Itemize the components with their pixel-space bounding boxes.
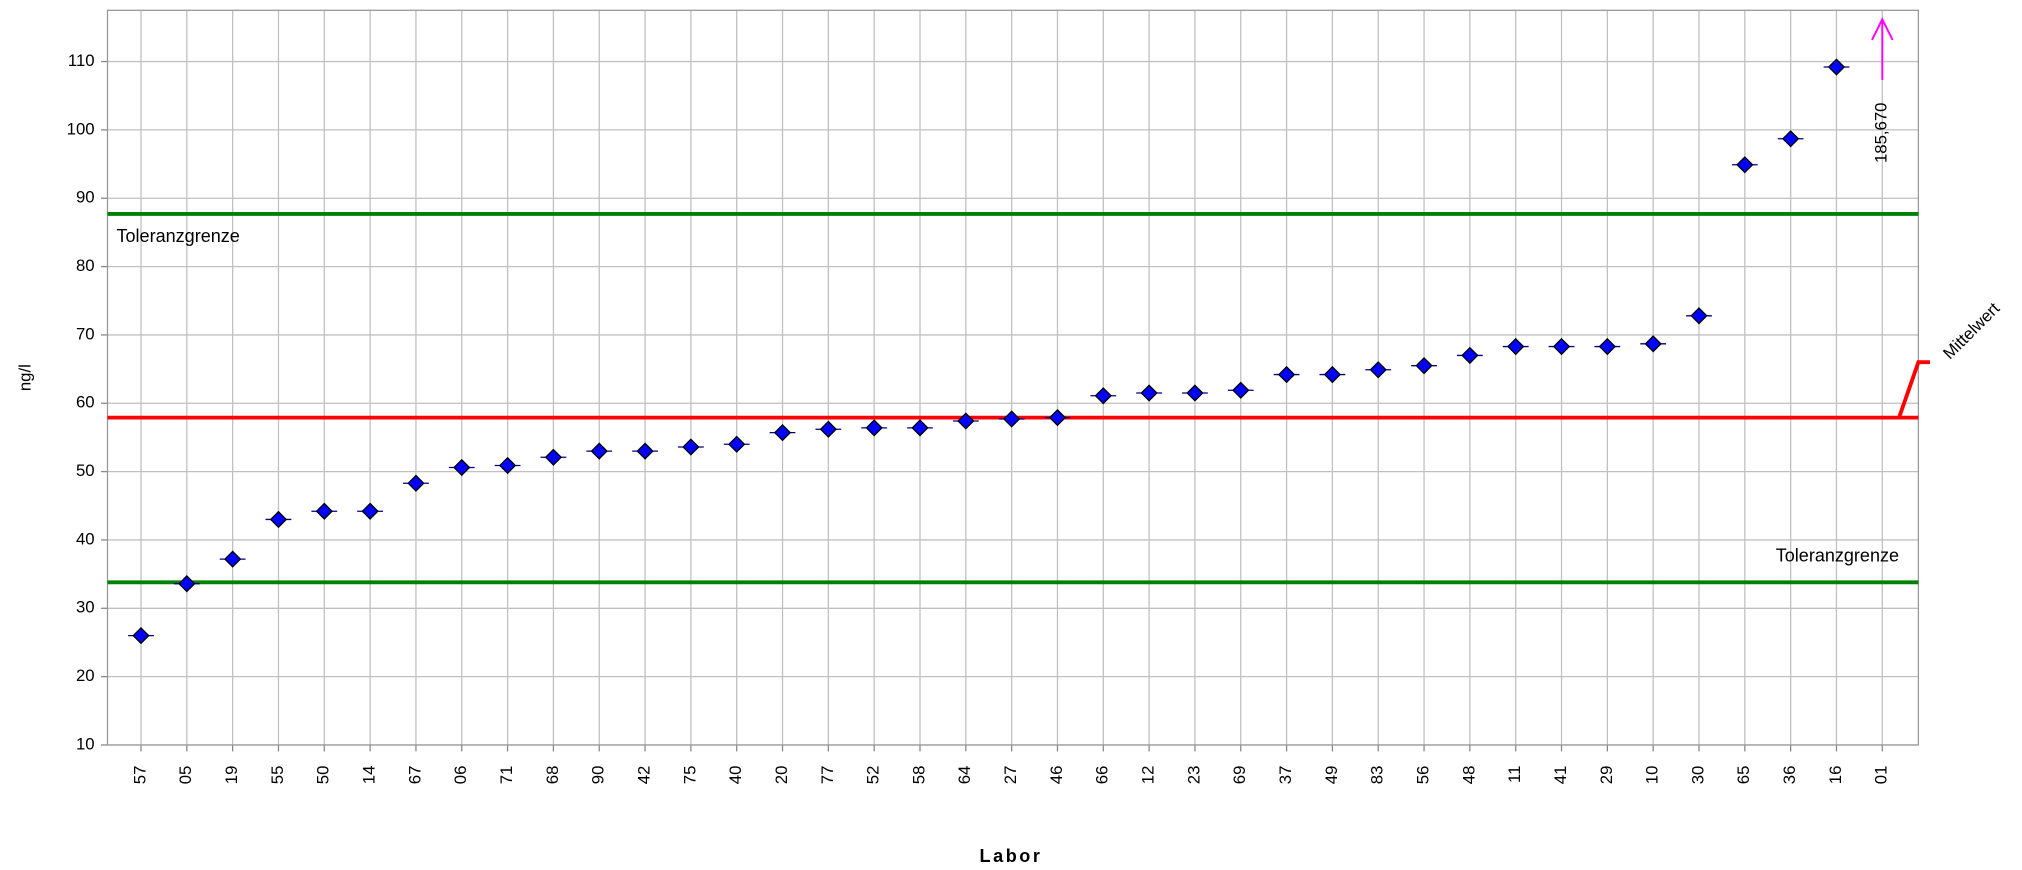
x-tick-label: 57 bbox=[130, 766, 149, 785]
data-point bbox=[1827, 58, 1846, 76]
x-tick-label: 41 bbox=[1551, 766, 1570, 785]
data-point bbox=[178, 575, 196, 593]
y-tick-label: 100 bbox=[67, 119, 95, 138]
y-tick-label: 20 bbox=[76, 666, 95, 685]
data-point bbox=[1507, 337, 1525, 356]
x-tick-label: 66 bbox=[1093, 766, 1112, 785]
x-tick-label: 16 bbox=[1826, 766, 1845, 785]
data-point bbox=[1048, 408, 1067, 427]
x-tick-label: 58 bbox=[909, 766, 928, 785]
x-tick-label: 12 bbox=[1139, 766, 1158, 785]
x-tick-label: 75 bbox=[680, 766, 699, 785]
outlier-arrow bbox=[1871, 17, 1894, 80]
x-tick-label: 68 bbox=[543, 766, 562, 785]
x-tick-label: 29 bbox=[1597, 766, 1616, 785]
x-tick-label: 23 bbox=[1184, 766, 1203, 785]
x-tick-label: 19 bbox=[222, 766, 241, 785]
data-point bbox=[865, 419, 883, 437]
x-tick-label: 05 bbox=[176, 766, 195, 785]
data-point bbox=[544, 448, 563, 466]
data-point bbox=[1690, 307, 1708, 325]
data-point bbox=[1094, 387, 1112, 405]
x-tick-label: 77 bbox=[818, 766, 837, 785]
data-point bbox=[590, 442, 608, 460]
y-tick-label: 60 bbox=[76, 393, 95, 412]
data-point bbox=[1736, 156, 1754, 174]
x-tick-label: 30 bbox=[1688, 766, 1707, 785]
plot-frame bbox=[106, 9, 1920, 746]
tolerance-label: Toleranzgrenze bbox=[117, 226, 240, 246]
data-point bbox=[269, 510, 288, 529]
x-tick-label: 27 bbox=[1001, 766, 1020, 785]
data-point bbox=[728, 435, 746, 453]
x-tick-label: 14 bbox=[360, 766, 379, 785]
data-point bbox=[911, 419, 929, 437]
x-tick-label: 06 bbox=[451, 766, 470, 785]
data-point bbox=[453, 458, 471, 477]
x-tick-label: 01 bbox=[1872, 766, 1891, 785]
data-point bbox=[1369, 361, 1387, 379]
data-point bbox=[1644, 335, 1662, 353]
x-tick-label: 49 bbox=[1322, 766, 1341, 785]
x-tick-label: 67 bbox=[405, 766, 424, 785]
data-point bbox=[1277, 365, 1296, 384]
x-axis-label: Labor bbox=[980, 846, 1043, 866]
outlier-label: 185,670 bbox=[1872, 102, 1891, 163]
x-tick-label: 83 bbox=[1368, 766, 1387, 785]
data-point bbox=[1598, 337, 1616, 356]
y-tick-label: 90 bbox=[76, 188, 95, 207]
x-tick-label: 65 bbox=[1734, 766, 1753, 785]
data-point bbox=[1186, 384, 1204, 402]
data-point bbox=[1781, 130, 1800, 148]
data-point bbox=[315, 502, 333, 520]
x-tick-label: 50 bbox=[314, 766, 333, 785]
data-point bbox=[819, 420, 837, 438]
y-tick-label: 10 bbox=[76, 734, 95, 753]
data-point bbox=[1323, 365, 1342, 384]
data-point bbox=[1461, 346, 1479, 365]
data-point bbox=[636, 442, 654, 460]
data-point bbox=[1552, 337, 1571, 356]
data-point bbox=[132, 626, 150, 645]
tolerance-label: Toleranzgrenze bbox=[1776, 545, 1899, 565]
data-point bbox=[1002, 410, 1021, 428]
y-tick-label: 80 bbox=[76, 256, 95, 275]
data-point bbox=[361, 502, 379, 520]
data-point bbox=[1415, 357, 1433, 375]
y-tick-label: 110 bbox=[68, 51, 95, 70]
mean-marker bbox=[1897, 360, 1930, 419]
x-tick-label: 20 bbox=[772, 766, 791, 785]
data-point bbox=[773, 424, 792, 442]
x-tick-label: 11 bbox=[1505, 766, 1524, 783]
x-tick-label: 40 bbox=[726, 766, 745, 785]
data-point bbox=[1140, 384, 1158, 402]
x-tick-label: 42 bbox=[634, 766, 653, 785]
x-tick-label: 90 bbox=[589, 766, 608, 785]
data-point bbox=[407, 474, 425, 492]
y-axis-label: ng/l bbox=[16, 364, 35, 391]
data-point bbox=[957, 412, 975, 430]
x-tick-label: 10 bbox=[1643, 766, 1662, 785]
x-tick-label: 37 bbox=[1276, 766, 1295, 785]
x-tick-label: 46 bbox=[1047, 766, 1066, 785]
x-tick-label: 52 bbox=[864, 766, 883, 785]
data-point bbox=[498, 456, 517, 475]
x-tick-label: 48 bbox=[1459, 766, 1478, 785]
data-point bbox=[682, 438, 700, 456]
x-tick-label: 56 bbox=[1413, 766, 1432, 785]
x-tick-label: 69 bbox=[1230, 766, 1249, 785]
x-tick-label: 64 bbox=[955, 766, 974, 785]
mean-label: Mittelwert bbox=[1939, 299, 2003, 363]
y-tick-label: 50 bbox=[76, 461, 95, 480]
y-tick-label: 40 bbox=[76, 529, 95, 548]
y-tick-label: 30 bbox=[76, 598, 95, 617]
data-point bbox=[1232, 381, 1250, 399]
x-tick-label: 71 bbox=[497, 766, 516, 785]
x-tick-label: 36 bbox=[1780, 766, 1799, 785]
data-point bbox=[224, 550, 242, 568]
y-tick-label: 70 bbox=[76, 324, 95, 343]
x-tick-label: 55 bbox=[268, 766, 287, 785]
